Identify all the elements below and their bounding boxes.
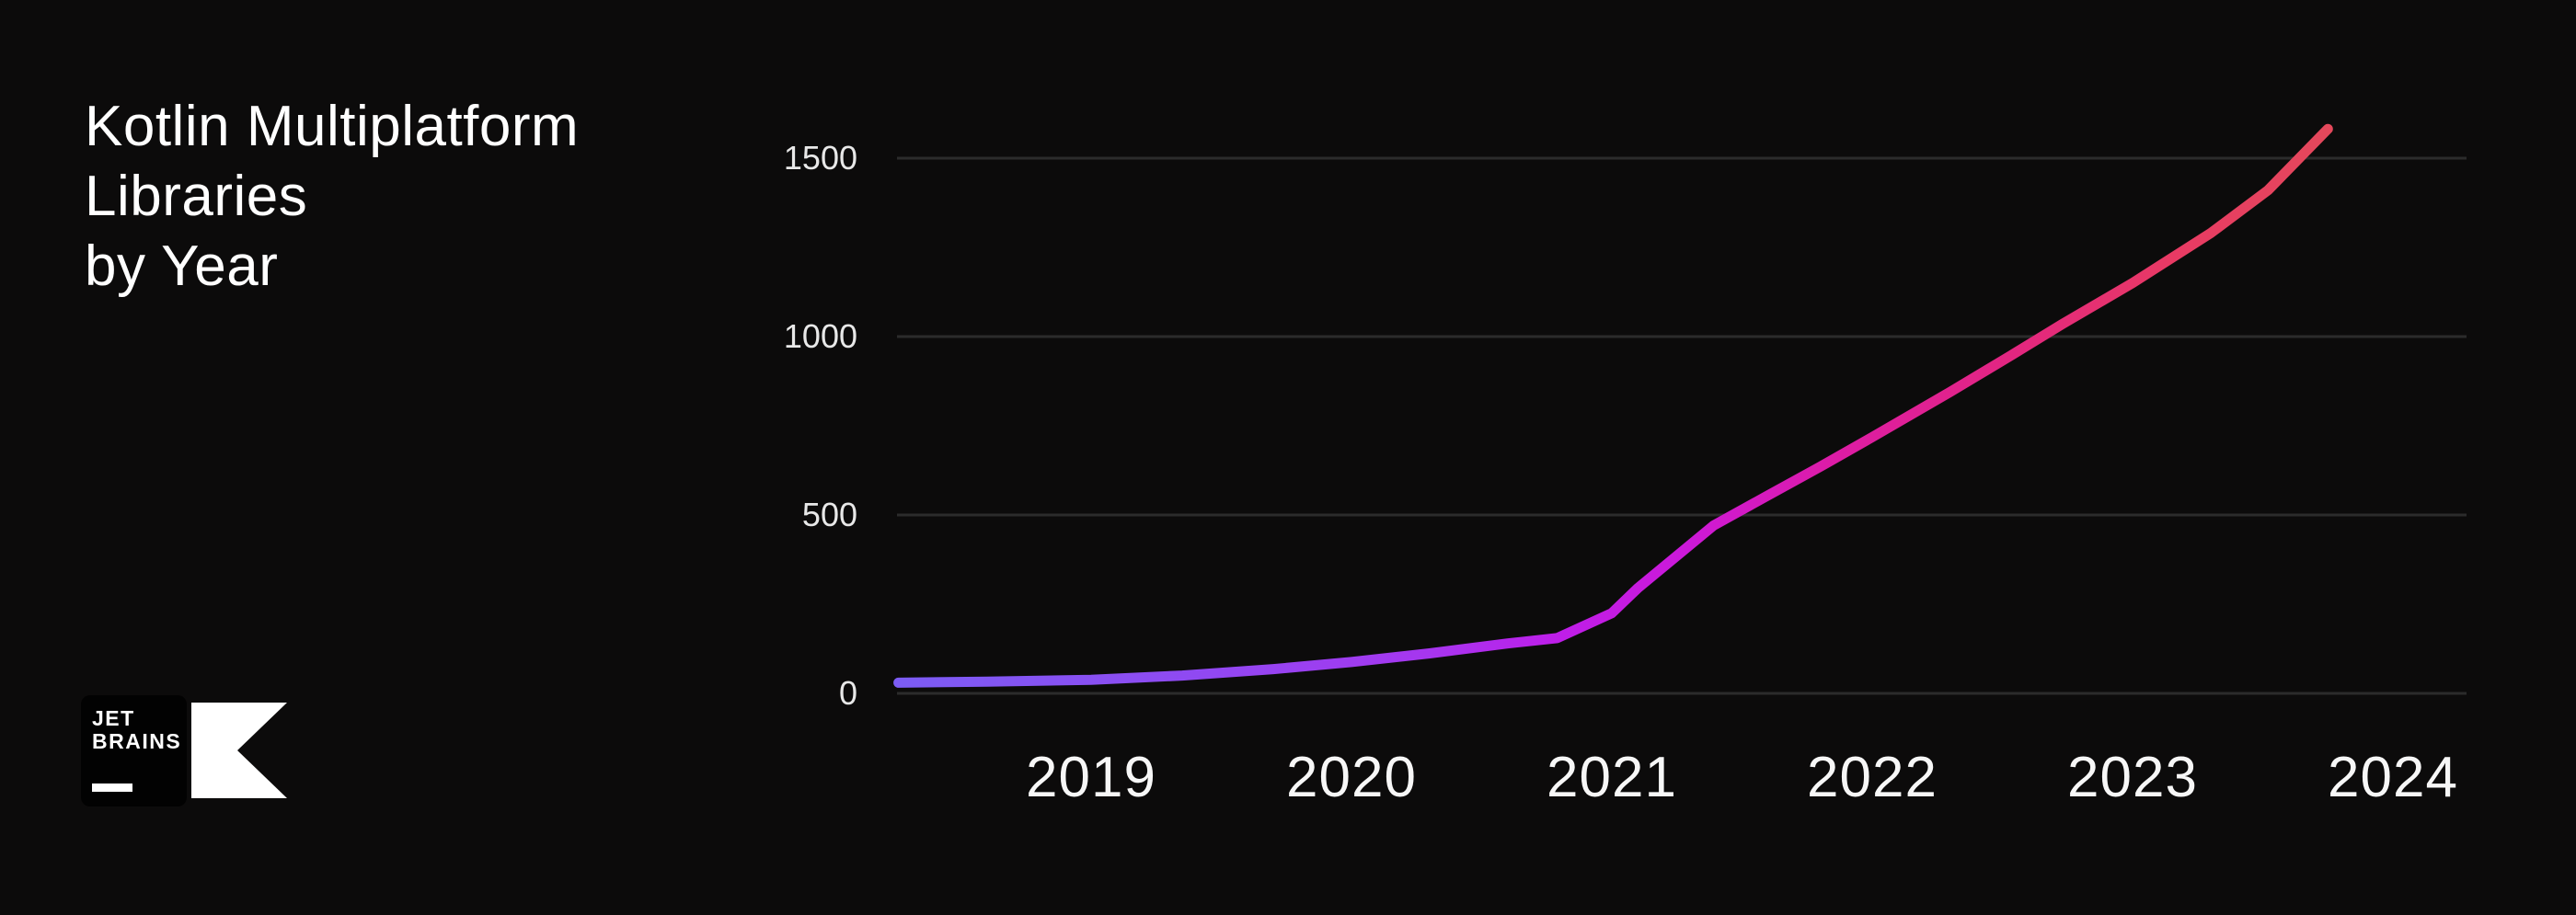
x-tick-label-2019: 2019	[1026, 746, 1156, 809]
chart-title: Kotlin Multiplatform Libraries by Year	[85, 92, 579, 302]
y-tick-label-0: 0	[839, 674, 857, 712]
chart-title-line-3: by Year	[85, 234, 279, 298]
trend-line-kmp-libraries	[893, 123, 2333, 688]
x-tick-label-2024: 2024	[2328, 746, 2458, 809]
x-tick-label-2021: 2021	[1547, 746, 1677, 809]
chart-title-line-2: Libraries	[85, 165, 308, 228]
y-tick-label-500: 500	[802, 496, 857, 533]
kotlin-k-icon	[191, 703, 287, 798]
jetbrains-underscore-mark	[92, 783, 132, 792]
jetbrains-logo-text-jet: JET	[92, 706, 135, 730]
x-tick-label-2022: 2022	[1807, 746, 1938, 809]
jetbrains-logo: JET BRAINS	[81, 695, 187, 806]
y-tick-label-1000: 1000	[784, 317, 857, 355]
y-tick-label-1500: 1500	[784, 139, 857, 177]
x-tick-label-2023: 2023	[2067, 746, 2198, 809]
x-tick-label-2020: 2020	[1286, 746, 1417, 809]
jetbrains-logo-text-brains: BRAINS	[92, 729, 182, 753]
jetbrains-logo-text: JET BRAINS	[92, 707, 181, 753]
chart-title-line-1: Kotlin Multiplatform	[85, 95, 580, 158]
